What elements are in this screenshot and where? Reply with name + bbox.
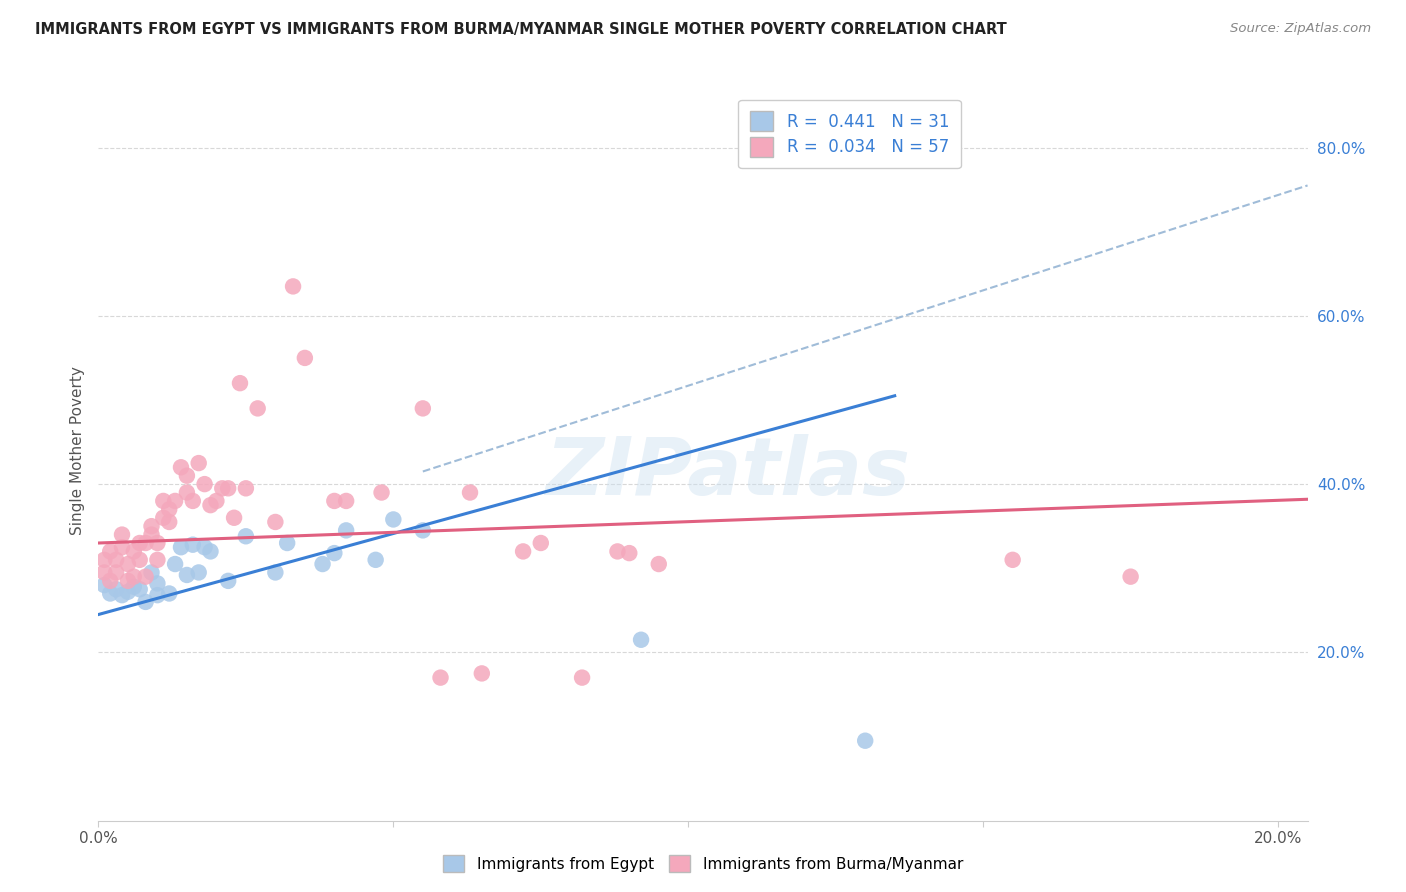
Point (471, 666, 494, 681)
Point (370, 485, 392, 500)
Legend: Immigrants from Egypt, Immigrants from Burma/Myanmar: Immigrants from Egypt, Immigrants from B… (436, 847, 970, 880)
Point (165, 494, 187, 508)
Y-axis label: Single Mother Poverty: Single Mother Poverty (69, 366, 84, 535)
Point (105, 582, 128, 597)
Point (429, 671, 451, 685)
Point (135, 595, 157, 609)
Point (135, 569, 157, 583)
Point (229, 376, 252, 391)
Point (176, 568, 198, 582)
Point (98, 574, 121, 588)
Point (170, 540, 193, 554)
Legend: R =  0.441   N = 31, R =  0.034   N = 57: R = 0.441 N = 31, R = 0.034 N = 57 (738, 100, 960, 169)
Point (276, 536, 298, 550)
Point (93, 578, 115, 592)
Point (157, 502, 180, 516)
Point (335, 494, 357, 508)
Point (281, 279, 304, 293)
Point (619, 546, 641, 560)
Point (200, 498, 222, 512)
Point (146, 553, 169, 567)
Point (194, 540, 217, 554)
Point (117, 574, 139, 588)
Point (412, 401, 434, 416)
Point (1119, 569, 1142, 583)
Point (194, 477, 217, 491)
Point (323, 546, 346, 560)
Point (335, 524, 357, 538)
Point (105, 553, 128, 567)
Point (146, 576, 169, 591)
Point (200, 544, 222, 558)
Point (606, 544, 628, 558)
Point (264, 515, 287, 529)
Point (141, 527, 163, 541)
Point (141, 519, 163, 533)
Point (122, 544, 145, 558)
Text: IMMIGRANTS FROM EGYPT VS IMMIGRANTS FROM BURMA/MYANMAR SINGLE MOTHER POVERTY COR: IMMIGRANTS FROM EGYPT VS IMMIGRANTS FROM… (35, 22, 1007, 37)
Point (117, 584, 139, 599)
Point (93, 553, 115, 567)
Point (157, 586, 180, 600)
Point (165, 557, 187, 571)
Point (458, 485, 481, 500)
Point (141, 566, 163, 580)
Point (135, 536, 157, 550)
Point (217, 481, 239, 495)
Point (205, 494, 228, 508)
Point (152, 494, 174, 508)
Point (181, 494, 204, 508)
Point (512, 544, 534, 558)
Text: Source: ZipAtlas.com: Source: ZipAtlas.com (1230, 22, 1371, 36)
Point (648, 557, 671, 571)
Point (1001, 553, 1024, 567)
Point (382, 512, 405, 526)
Point (170, 460, 193, 475)
Point (128, 553, 150, 567)
Point (246, 401, 269, 416)
Point (122, 580, 145, 594)
Point (264, 566, 287, 580)
Point (128, 582, 150, 597)
Point (117, 557, 139, 571)
Point (176, 485, 198, 500)
Point (98, 544, 121, 558)
Point (323, 494, 346, 508)
Point (111, 527, 134, 541)
Point (235, 529, 257, 543)
Point (211, 481, 233, 495)
Point (93, 566, 115, 580)
Point (571, 671, 593, 685)
Point (187, 566, 209, 580)
Point (412, 524, 434, 538)
Point (217, 574, 239, 588)
Point (152, 510, 174, 524)
Point (111, 540, 134, 554)
Point (128, 536, 150, 550)
Point (311, 557, 333, 571)
Point (146, 588, 169, 602)
Point (222, 510, 245, 524)
Point (181, 538, 204, 552)
Point (111, 588, 134, 602)
Text: ZIPatlas: ZIPatlas (544, 434, 910, 512)
Point (530, 536, 553, 550)
Point (187, 456, 209, 470)
Point (105, 566, 128, 580)
Point (294, 351, 316, 365)
Point (98, 586, 121, 600)
Point (853, 733, 876, 747)
Point (176, 468, 198, 483)
Point (122, 569, 145, 583)
Point (630, 632, 652, 647)
Point (364, 553, 387, 567)
Point (146, 536, 169, 550)
Point (157, 515, 180, 529)
Point (235, 481, 257, 495)
